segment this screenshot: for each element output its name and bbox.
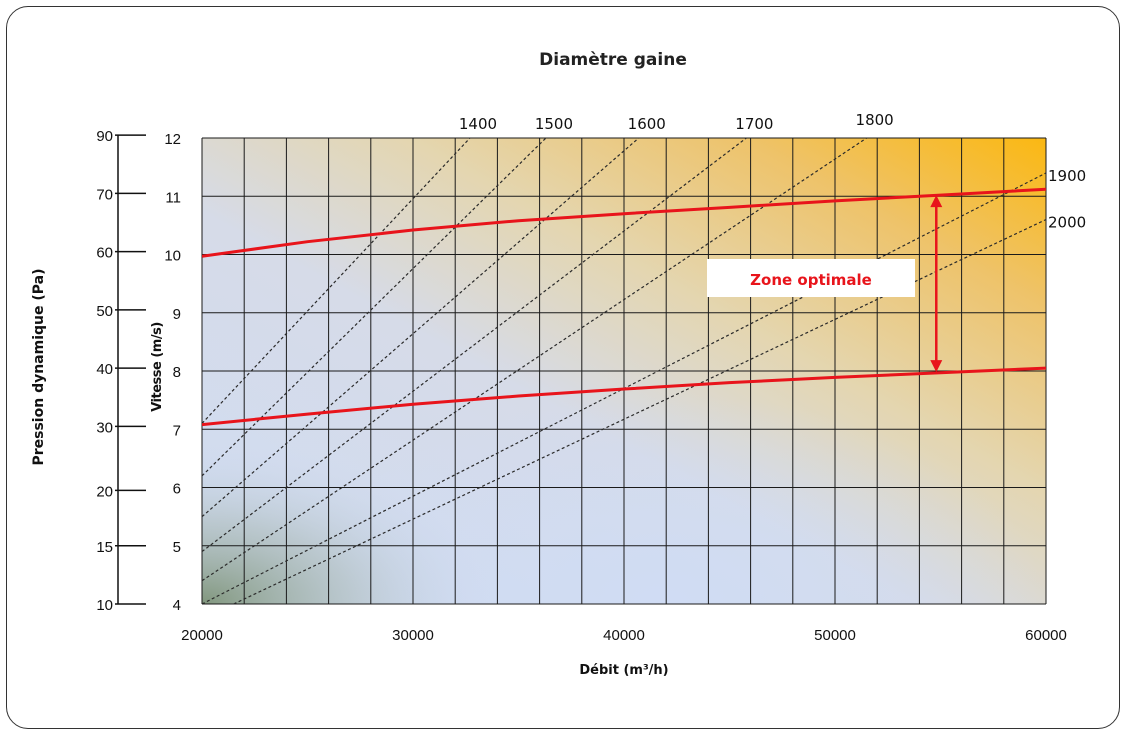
x-axis-label: Débit (m³/h)	[579, 663, 668, 678]
diameter-line-1800	[202, 138, 867, 582]
limit-curve-upper	[202, 187, 1046, 258]
diameter-label-1500: 1500	[535, 115, 573, 133]
y-axis-label: Vitesse (m/s)	[150, 322, 165, 412]
zone-optimale-annotation: Zone optimale	[707, 195, 943, 373]
x-tick-label: 20000	[181, 627, 223, 644]
x-tick-label: 50000	[814, 627, 856, 644]
zone-label-box	[707, 259, 915, 297]
zone-arrow-head-top	[930, 195, 943, 208]
x-tick-label: 30000	[392, 627, 434, 644]
diameter-label-2000: 2000	[1048, 214, 1086, 232]
pressure-axis-label: Pression dynamique (Pa)	[31, 268, 47, 465]
diameter-line-1400	[202, 138, 471, 424]
y-tick-label: 11	[165, 189, 181, 206]
diameter-label-1600: 1600	[628, 115, 666, 133]
x-tick-labels: 20000 30000 40000 50000 60000	[181, 627, 1067, 644]
diameter-line-1600	[202, 138, 640, 518]
diameter-line-1700	[202, 138, 747, 553]
y-tick-label: 9	[173, 306, 181, 323]
limit-curve-lower	[202, 366, 1046, 427]
y-tick-label: 7	[173, 422, 181, 439]
diameter-labels: 1400 1500 1600 1700 1800 1900 2000	[459, 111, 1086, 232]
diameter-label-1800: 1800	[856, 111, 894, 129]
pressure-tick-label: 50	[96, 303, 113, 320]
diameter-label-1400: 1400	[459, 115, 497, 133]
pressure-tick-label: 20	[96, 483, 113, 500]
pressure-axis: 10 15 20 30 40 50 60 70 90	[96, 128, 146, 614]
diameter-line-1500	[202, 138, 547, 477]
y-tick-label: 10	[164, 248, 181, 265]
chart-svg: Diamètre gaine 1400 1500 1600 1700 1800 1900 2…	[31, 50, 1086, 678]
pressure-tick-label: 10	[96, 597, 113, 614]
limit-curves	[202, 187, 1046, 427]
zone-label-text: Zone optimale	[750, 271, 872, 289]
grid	[201, 137, 1047, 605]
zone-arrow-head-bottom	[930, 360, 943, 373]
x-tick-label: 40000	[603, 627, 645, 644]
pressure-tick-label: 30	[96, 419, 113, 436]
diameter-label-1700: 1700	[735, 115, 773, 133]
y-tick-label: 6	[173, 481, 181, 498]
chart-title: Diamètre gaine	[539, 50, 687, 70]
pressure-tick-label: 90	[96, 128, 113, 145]
y-tick-label: 8	[173, 364, 181, 381]
pressure-tick-label: 70	[96, 186, 113, 203]
chart-frame: Diamètre gaine 1400 1500 1600 1700 1800 1900 2…	[6, 6, 1120, 729]
pressure-tick-label: 40	[96, 361, 113, 378]
y-tick-label: 5	[173, 539, 181, 556]
y-tick-label: 4	[173, 597, 181, 614]
pressure-tick-label: 15	[96, 539, 113, 556]
y-tick-label: 12	[164, 131, 181, 148]
pressure-tick-label: 60	[96, 245, 113, 262]
diameter-label-1900: 1900	[1048, 167, 1086, 185]
x-tick-label: 60000	[1025, 627, 1067, 644]
y-tick-labels: 4 5 6 7 8 9 10 11 12	[164, 131, 181, 614]
